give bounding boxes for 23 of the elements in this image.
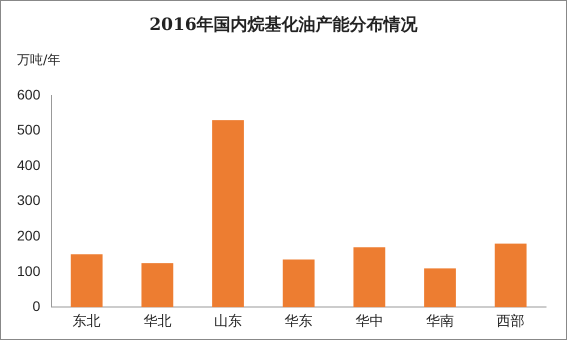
x-tick-label: 华北 (143, 312, 172, 328)
x-tick-label: 华中 (355, 312, 384, 328)
bar (141, 263, 174, 308)
y-tick-label: 0 (32, 298, 41, 314)
bar (70, 254, 103, 308)
y-tick-label: 300 (17, 192, 41, 208)
y-tick-label: 400 (17, 156, 41, 173)
x-tick-label: 东北 (72, 312, 101, 328)
x-tick-label: 山东 (214, 312, 242, 328)
y-tick-label: 500 (17, 122, 41, 138)
y-tick-label: 200 (17, 227, 41, 244)
y-axis-title: 万吨/年 (17, 52, 60, 69)
bar (494, 244, 527, 308)
y-tick-label: 100 (17, 262, 41, 279)
chart-title: 2016年国内烷基化油产能分布情况 (148, 14, 419, 36)
bar (424, 268, 456, 308)
x-tick-label: 西部 (496, 312, 525, 328)
x-tick-label: 华南 (426, 312, 454, 328)
bar (212, 120, 244, 308)
bar (282, 260, 315, 308)
y-tick-label: 600 (17, 86, 41, 102)
x-tick-label: 华东 (284, 312, 313, 328)
bar (353, 247, 386, 308)
